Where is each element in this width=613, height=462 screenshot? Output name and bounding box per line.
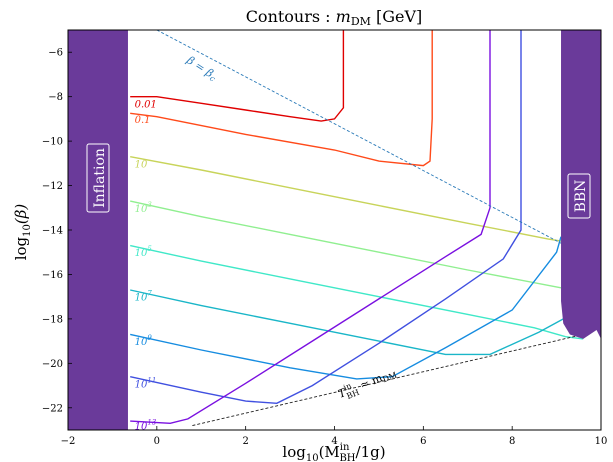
x-tick-label: 6 bbox=[420, 436, 426, 447]
chart-title: Contours : mDM [GeV] bbox=[246, 7, 423, 28]
x-axis-label: log10(Min BH/1g) bbox=[282, 442, 385, 462]
series-line-6 bbox=[130, 236, 562, 380]
series-label-4: 105 bbox=[135, 245, 153, 259]
y-tick-label: −8 bbox=[48, 92, 63, 103]
beta-c-label: β = βc bbox=[183, 53, 220, 84]
series-label-8: 1013 bbox=[135, 419, 157, 433]
y-tick-label: −20 bbox=[42, 359, 63, 370]
y-axis-label: log10(β) bbox=[12, 204, 33, 261]
series-label-6: 109 bbox=[135, 334, 153, 348]
series-line-1 bbox=[130, 30, 433, 167]
series-label-0: 0.01 bbox=[135, 99, 157, 110]
series-line-4 bbox=[130, 244, 584, 340]
inflation-region bbox=[68, 30, 128, 430]
x-tick-label: −2 bbox=[61, 436, 76, 447]
tbh-label: TinBH ≈ mDM bbox=[336, 364, 399, 404]
series-label-3: 103 bbox=[135, 201, 153, 215]
series-line-8 bbox=[130, 30, 491, 425]
series-label-7: 1011 bbox=[135, 376, 157, 390]
svg-text:Inflation: Inflation bbox=[92, 148, 108, 208]
bbn-region bbox=[561, 30, 601, 339]
x-tick-label: 0 bbox=[154, 436, 160, 447]
x-tick-label: 8 bbox=[509, 436, 515, 447]
series-line-2 bbox=[130, 156, 562, 242]
svg-text:BBN: BBN bbox=[573, 180, 589, 213]
y-tick-label: −12 bbox=[42, 181, 63, 192]
y-tick-label: −22 bbox=[42, 403, 63, 414]
y-tick-label: −6 bbox=[48, 48, 63, 59]
bbn-label: BBN bbox=[567, 173, 591, 219]
y-tick-label: −10 bbox=[42, 137, 63, 148]
inflation-label: Inflation bbox=[86, 143, 110, 213]
series-line-0 bbox=[130, 30, 345, 122]
reference-line-0 bbox=[156, 30, 566, 246]
series-label-5: 107 bbox=[135, 290, 153, 304]
y-tick-label: −14 bbox=[42, 226, 63, 237]
series-label-1: 0.1 bbox=[135, 115, 151, 126]
series-line-3 bbox=[130, 200, 562, 289]
x-tick-label: 2 bbox=[242, 436, 248, 447]
x-tick-label: 4 bbox=[331, 436, 337, 447]
y-tick-label: −16 bbox=[42, 270, 63, 281]
series-label-2: 10 bbox=[135, 159, 148, 170]
series-line-5 bbox=[130, 289, 593, 356]
reference-line-1 bbox=[192, 334, 584, 426]
x-tick-label: 10 bbox=[595, 436, 608, 447]
y-tick-label: −18 bbox=[42, 314, 63, 325]
